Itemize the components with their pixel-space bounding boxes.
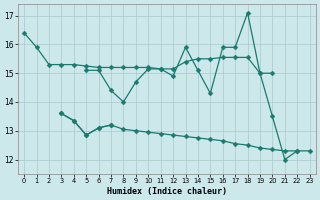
- X-axis label: Humidex (Indice chaleur): Humidex (Indice chaleur): [107, 187, 227, 196]
